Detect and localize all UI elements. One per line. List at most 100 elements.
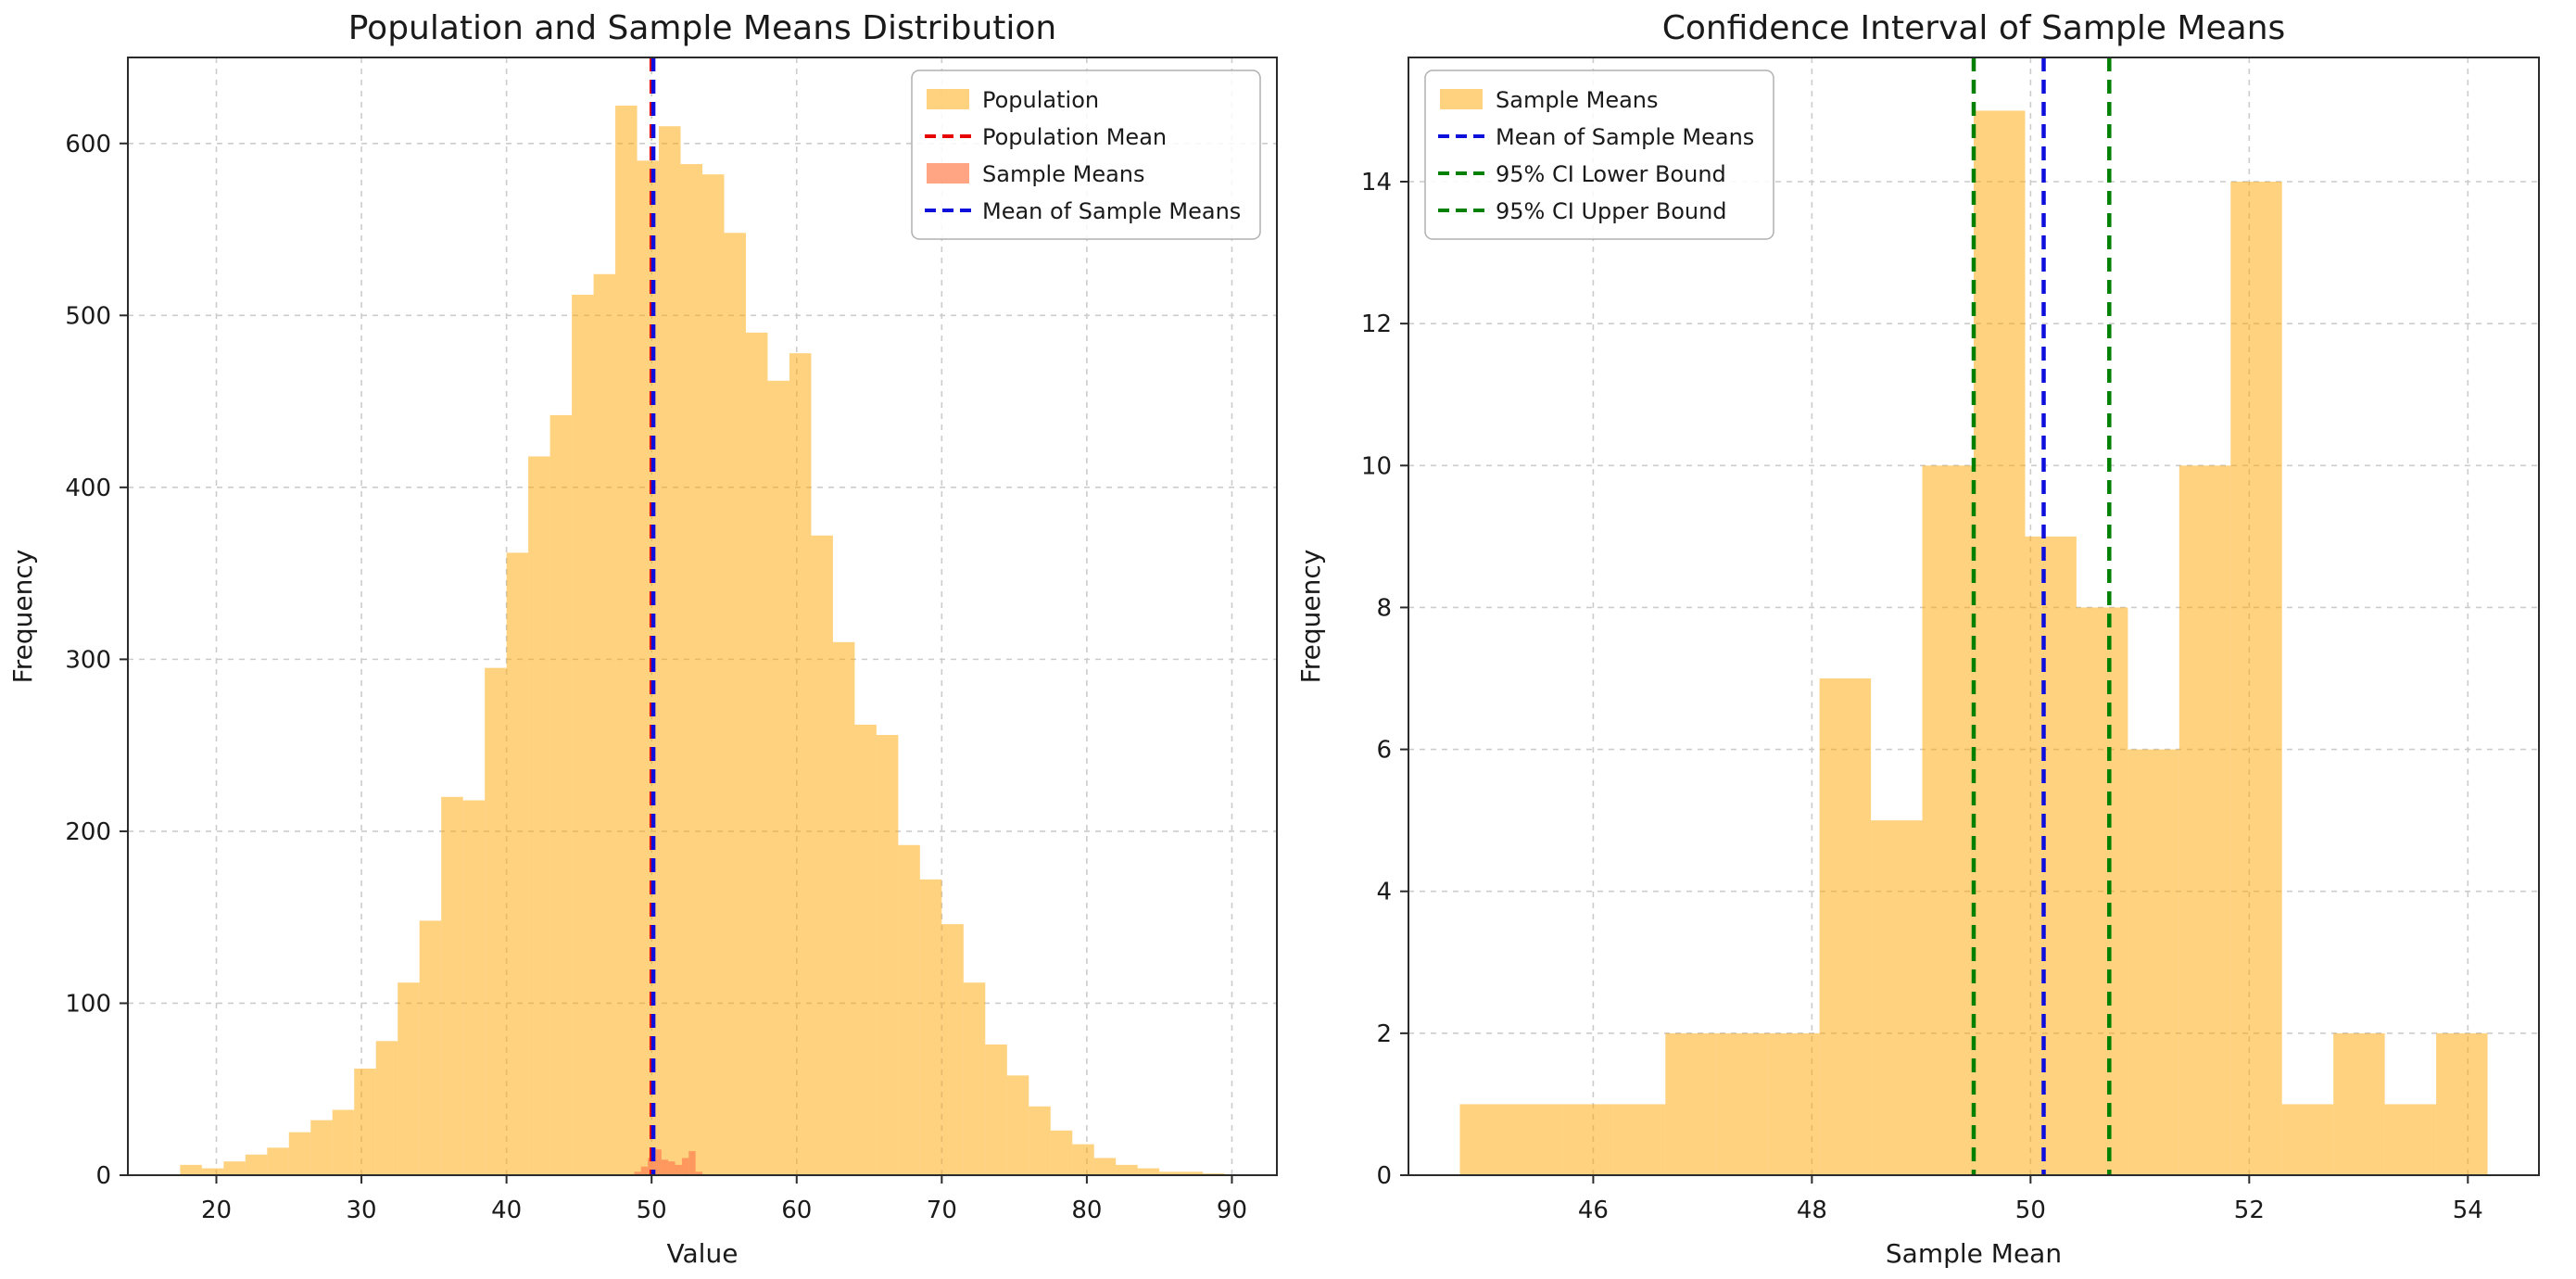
x-tick-label: 50: [2015, 1197, 2046, 1224]
legend-label: Population Mean: [982, 124, 1167, 150]
hist-bar: [1137, 1168, 1160, 1175]
hist-bar: [462, 800, 486, 1175]
hist-bar: [854, 724, 877, 1175]
hist-bar: [661, 1159, 669, 1175]
legend: Population Population Mean Sample Means Mea…: [911, 70, 1261, 240]
chart-title: Population and Sample Means Distribution: [348, 9, 1057, 47]
legend-label: Sample Means: [982, 161, 1145, 187]
hist-bar: [634, 1171, 641, 1175]
legend-swatch-sample-means: [1440, 89, 1483, 109]
hist-bar: [245, 1154, 268, 1175]
hist-bar: [675, 1164, 682, 1175]
hist-bar: [441, 796, 463, 1175]
hist-bar: [724, 233, 746, 1175]
hist-bar: [668, 1161, 676, 1175]
y-tick-label: 200: [65, 818, 111, 846]
y-axis-label: Frequency: [1295, 550, 1326, 684]
legend-label: Mean of Sample Means: [982, 198, 1241, 224]
y-tick-label: 8: [1376, 594, 1392, 622]
hist-bar: [1050, 1130, 1073, 1175]
x-tick-label: 52: [2234, 1197, 2265, 1224]
hist-bar: [2333, 1032, 2385, 1175]
hist-bar: [1665, 1032, 1717, 1175]
x-tick-label: 46: [1578, 1197, 1609, 1224]
hist-bar: [1006, 1075, 1029, 1175]
x-tick-label: 80: [1071, 1197, 1102, 1224]
hist-bar: [1072, 1144, 1094, 1175]
hist-bar: [1871, 820, 1923, 1175]
hist-series-sample-means: [634, 1149, 702, 1175]
x-tick-label: 50: [637, 1197, 667, 1224]
hist-bar: [419, 920, 442, 1175]
x-tick-label: 70: [927, 1197, 957, 1224]
hist-bar: [223, 1161, 246, 1175]
hist-bar: [1922, 465, 1974, 1175]
hist-bar: [919, 879, 942, 1175]
x-tick-label: 60: [781, 1197, 812, 1224]
tick-marks: [1400, 181, 2469, 1184]
x-axis-label: Sample Mean: [1886, 1238, 2062, 1269]
hist-series-sample-means: [1459, 110, 2488, 1175]
hist-bar: [2384, 1104, 2437, 1175]
y-tick-label: 14: [1361, 169, 1392, 196]
hist-bar: [549, 414, 573, 1175]
hist-bar: [654, 1149, 662, 1175]
hist-bar: [2281, 1104, 2334, 1175]
hist-bar: [1159, 1171, 1181, 1175]
hist-bar: [1093, 1158, 1117, 1175]
hist-bar: [1459, 1104, 1511, 1175]
hist-bar: [811, 535, 833, 1175]
y-tick-label: 10: [1361, 452, 1392, 480]
legend-swatch-sample-means: [927, 163, 969, 184]
hist-bar: [528, 456, 550, 1175]
x-tick-label: 40: [491, 1197, 522, 1224]
hist-bar: [375, 1041, 398, 1175]
y-tick-label: 4: [1376, 879, 1392, 906]
hist-bar: [681, 1158, 689, 1175]
hist-bar: [695, 1171, 702, 1175]
hist-bar: [688, 1151, 696, 1175]
hist-bar: [767, 380, 789, 1175]
x-axis-label: Value: [667, 1238, 739, 1269]
y-tick-label: 6: [1376, 737, 1392, 765]
hist-bar: [1562, 1104, 1614, 1175]
legend-label: Population: [982, 87, 1099, 113]
y-tick-label: 100: [65, 990, 111, 1018]
hist-bar: [267, 1147, 289, 1175]
x-tick-label: 30: [347, 1197, 377, 1224]
hist-bar: [2436, 1032, 2488, 1175]
x-tick-label: 54: [2453, 1197, 2483, 1224]
hist-bar: [789, 353, 812, 1175]
hist-bar: [1116, 1164, 1138, 1175]
hist-bar: [898, 844, 920, 1175]
population-distribution-chart: 20 30 40 50 60 70 80 90 0 100 200 300 400 500 600 Popul…: [7, 9, 1278, 1269]
hist-bar: [1716, 1032, 1769, 1175]
hist-bar: [941, 924, 964, 1175]
hist-bar: [288, 1132, 311, 1175]
hist-bar: [1029, 1106, 1051, 1175]
hist-bar: [702, 174, 725, 1176]
hist-bar: [637, 160, 660, 1175]
hist-bar: [180, 1164, 202, 1175]
tick-labels: 20 30 40 50 60 70 80 90 0 100 200 300 400 500 600: [65, 131, 1247, 1224]
legend-label: 95% CI Upper Bound: [1496, 198, 1727, 224]
hist-bar: [2178, 465, 2231, 1175]
y-tick-label: 12: [1361, 310, 1392, 338]
hist-bar: [354, 1068, 376, 1175]
hist-bar: [985, 1044, 1007, 1175]
plot-border: [1408, 57, 2540, 1176]
hist-bar: [1510, 1104, 1563, 1175]
hist-bar: [648, 1158, 655, 1175]
hist-bar: [1819, 678, 1872, 1175]
legend: Sample Means Mean of Sample Means 95% CI L…: [1424, 70, 1774, 240]
x-tick-label: 20: [201, 1197, 232, 1224]
hist-bar: [593, 273, 616, 1176]
legend-label: Mean of Sample Means: [1496, 124, 1754, 150]
hist-bar: [963, 982, 986, 1175]
legend-label: 95% CI Lower Bound: [1496, 161, 1726, 187]
legend-box: [911, 70, 1261, 240]
hist-bar: [615, 105, 638, 1175]
tick-marks: [120, 142, 1233, 1184]
